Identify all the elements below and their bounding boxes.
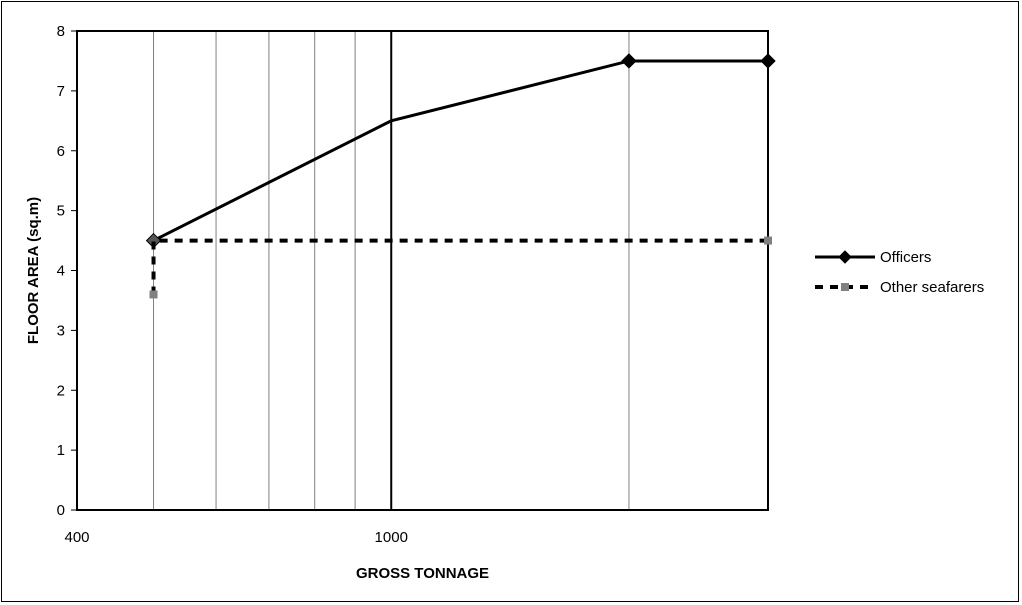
x-tick-label: 1000	[375, 529, 408, 546]
square-marker	[764, 236, 772, 245]
legend-label: Other seafarers	[880, 279, 984, 296]
y-axis-title: FLOOR AREA (sq.m)	[25, 197, 42, 344]
series-line	[152, 59, 768, 242]
y-tick-label: 5	[57, 203, 65, 220]
legend-item: Officers	[815, 249, 931, 266]
legend-diamond-marker	[838, 250, 852, 264]
series-officers	[145, 53, 776, 249]
x-axis-ticks: 400 1000	[64, 529, 407, 546]
y-tick-label: 0	[57, 502, 65, 519]
x-tick-label: 400	[64, 529, 89, 546]
legend-item: Other seafarers	[815, 279, 984, 296]
series-other-seafarers	[149, 236, 772, 299]
y-tick-label: 3	[57, 322, 65, 339]
square-marker	[149, 290, 158, 299]
plot-area	[76, 30, 769, 511]
legend-label: Officers	[880, 249, 931, 266]
y-tick-label: 6	[57, 143, 65, 160]
y-tick-label: 2	[57, 382, 65, 399]
legend-square-marker	[841, 283, 849, 291]
grid-lines	[153, 31, 630, 510]
diamond-marker	[621, 53, 637, 69]
y-tick-label: 4	[57, 263, 65, 280]
y-tick-label: 1	[57, 442, 65, 459]
series-group	[145, 53, 776, 299]
y-tick-label: 8	[57, 23, 65, 40]
legend: Officers Other seafarers	[815, 249, 984, 296]
y-axis-ticks: 0 1 2 3 4 5 6 7 8	[57, 23, 77, 519]
series-line	[151, 238, 768, 295]
x-axis-title: GROSS TONNAGE	[356, 565, 489, 582]
diamond-marker	[760, 53, 776, 69]
y-tick-label: 7	[57, 83, 65, 100]
